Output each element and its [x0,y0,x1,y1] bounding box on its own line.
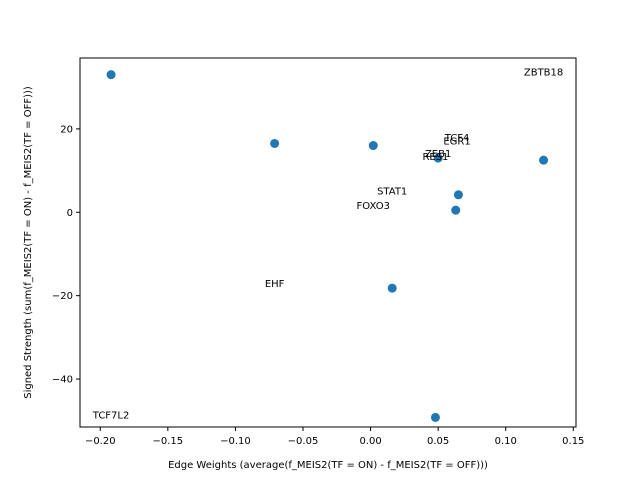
point-label-1: TCF4 [444,133,470,144]
point-label-6: FOXO3 [357,201,390,212]
x-tick-label-5: 0.05 [427,436,449,447]
point-label-0: ZBTB18 [524,68,563,79]
data-point-2 [368,141,378,151]
x-tick-label-2: −0.10 [220,436,251,447]
x-axis-label: Edge Weights (average(f_MEIS2(TF = ON) -… [168,460,488,471]
point-label-8: TCF7L2 [92,411,130,422]
point-label-3: ZEB1 [425,149,451,160]
x-tick-label-0: −0.20 [85,436,116,447]
x-tick-label-7: 0.15 [562,436,584,447]
point-label-4: RES1 [422,152,448,163]
y-tick-label-1: −20 [52,291,73,302]
x-axis-ticks: −0.20 −0.15 −0.10 −0.05 0.00 0.05 0.10 0.15 [85,427,584,447]
x-tick-label-1: −0.15 [153,436,184,447]
data-point-6 [387,283,397,293]
data-point-7 [430,412,440,422]
data-points [106,70,549,422]
x-tick-label-3: −0.05 [288,436,319,447]
data-point-1 [270,138,280,148]
data-point-8 [539,155,549,165]
x-tick-label-4: 0.00 [359,436,381,447]
y-tick-label-3: 20 [60,124,73,135]
point-label-5: STAT1 [377,186,407,197]
y-tick-label-0: −40 [52,375,73,386]
data-point-0 [106,70,116,80]
point-label-7: EHF [265,279,285,290]
y-axis-label: Signed Strength (sum(f_MEIS2(TF = ON) - … [23,86,34,399]
plot-frame [79,57,577,428]
data-point-4 [453,190,463,200]
x-tick-label-6: 0.10 [495,436,517,447]
data-point-5 [451,205,461,215]
data-point-3 [433,153,443,163]
y-tick-label-2: 0 [67,208,73,219]
point-label-2: EGR1 [443,136,470,147]
y-axis-ticks: −40 −20 0 20 [52,124,80,386]
